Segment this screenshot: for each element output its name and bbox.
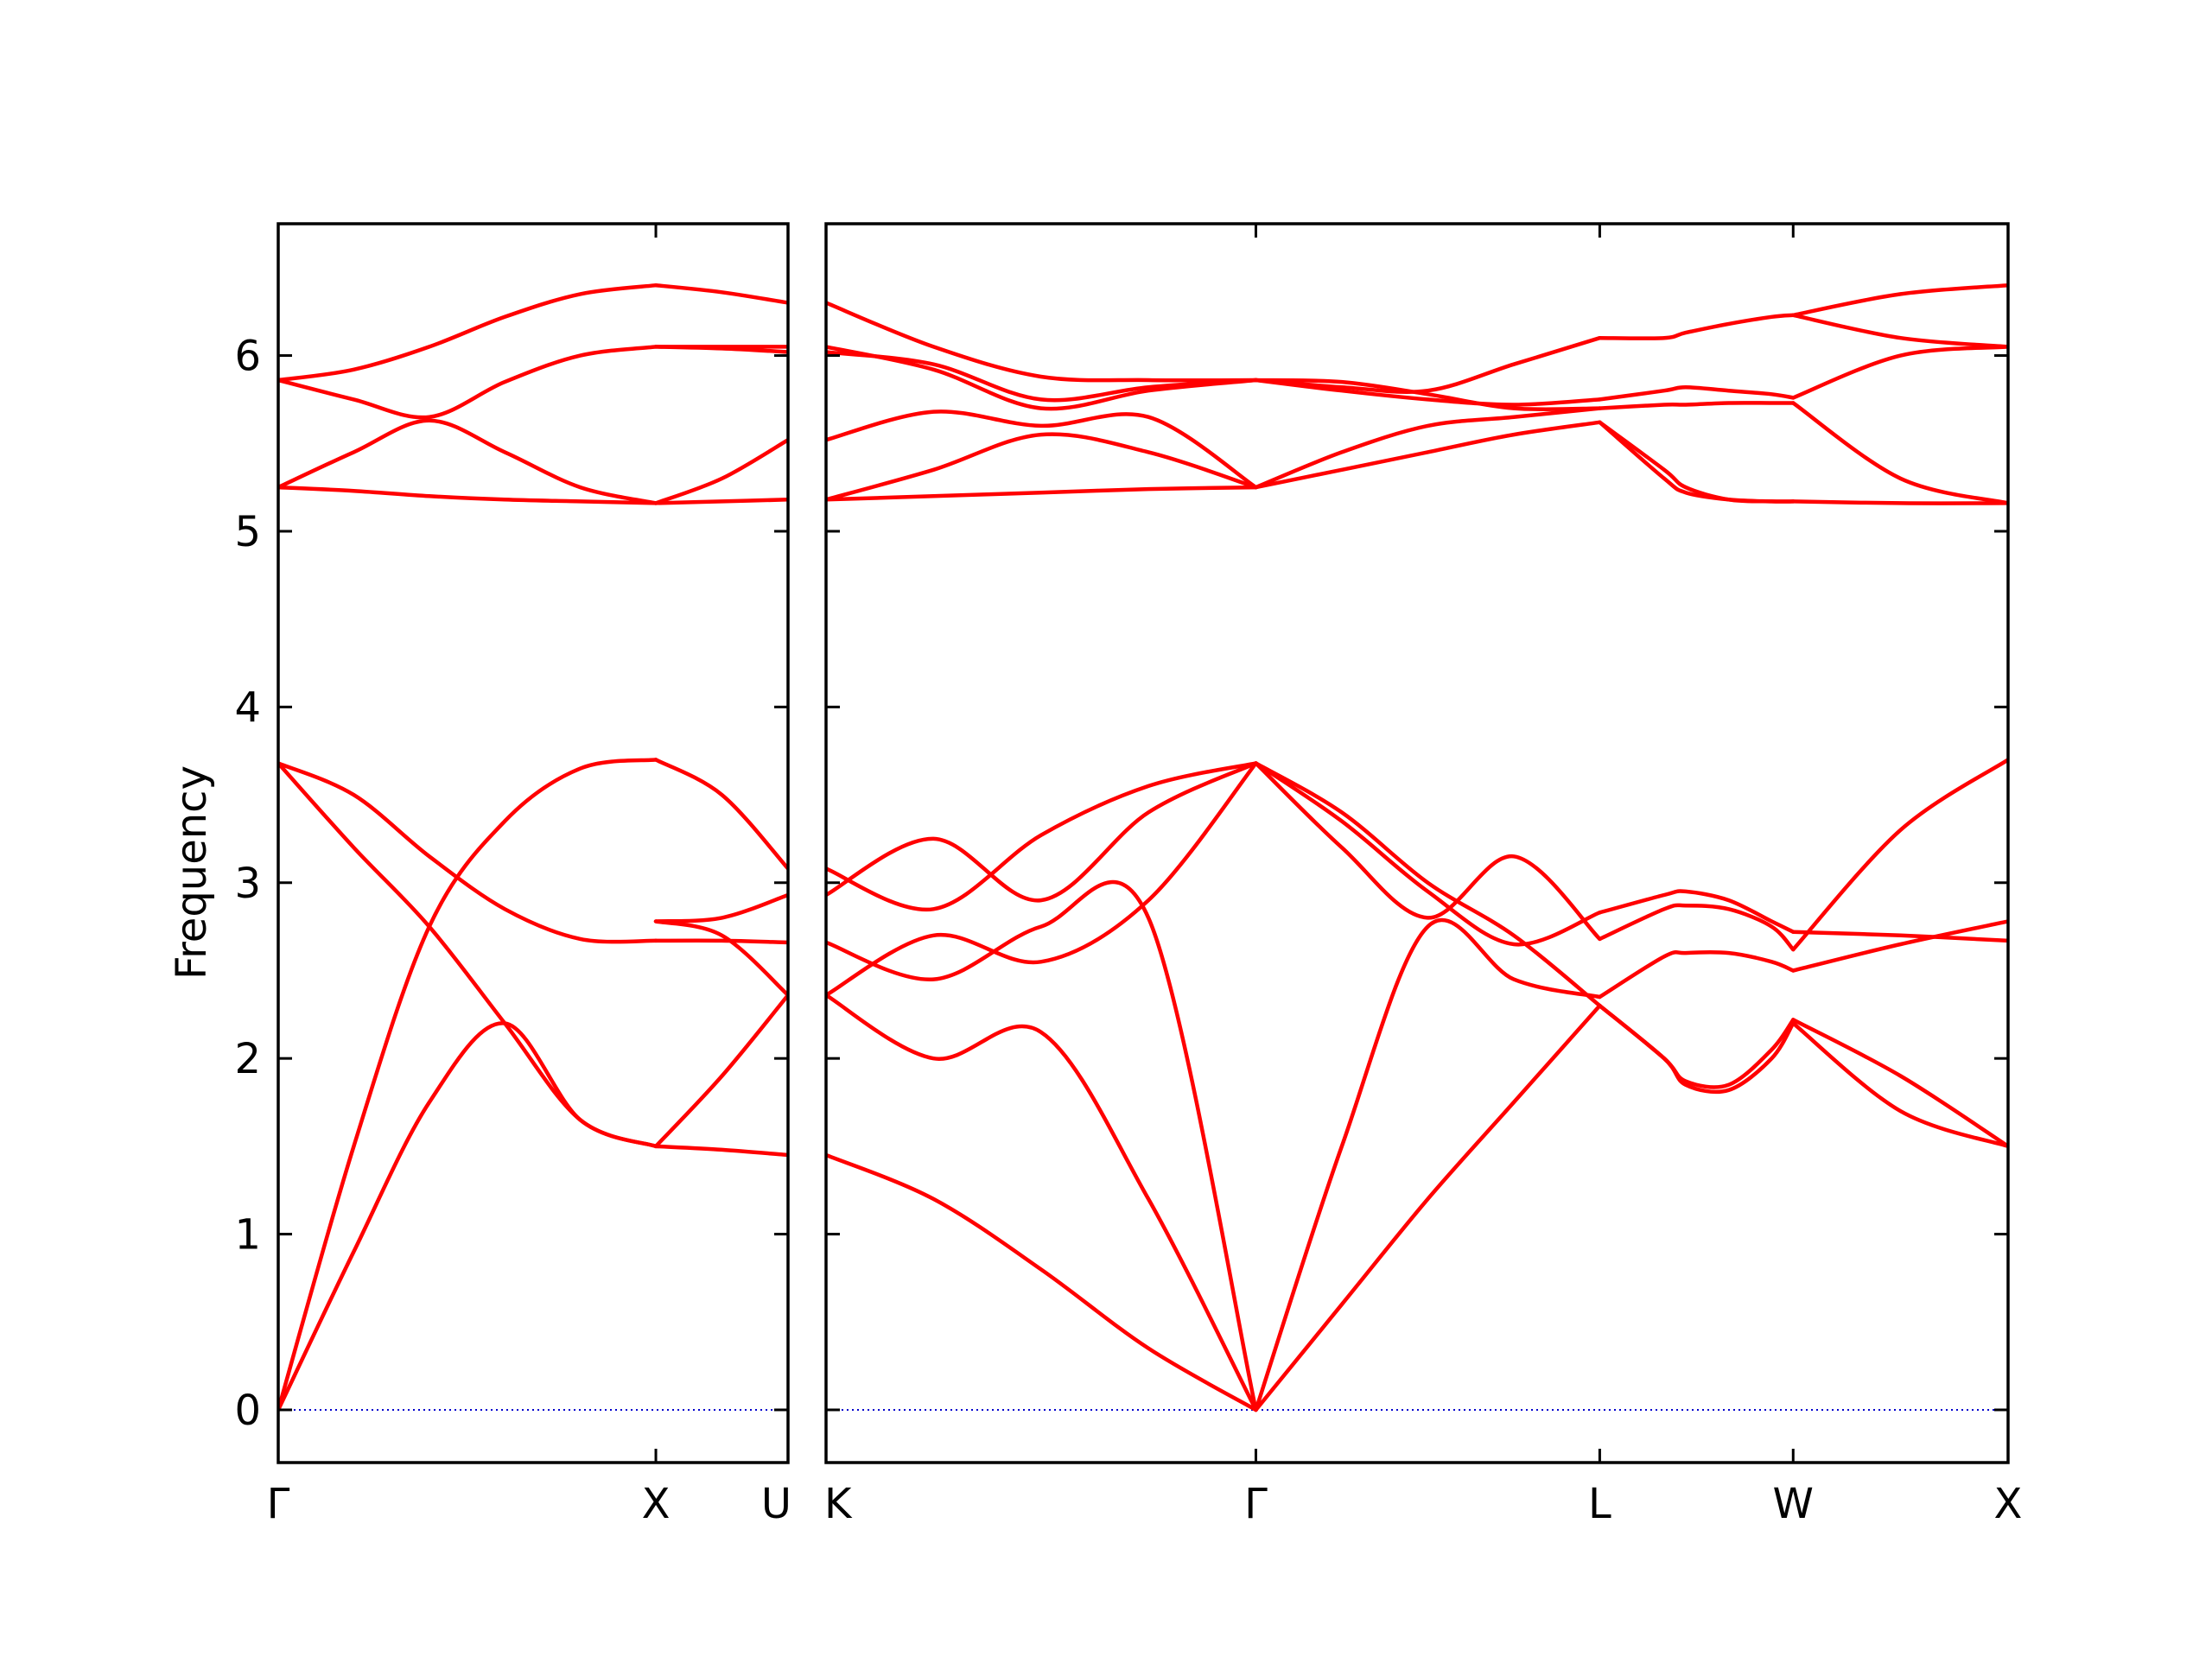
band-line-p0-s0-b7 — [278, 282, 658, 383]
band-line-p1-s3-b0 — [1791, 1021, 2008, 1149]
x-tick-label: U — [761, 1480, 791, 1528]
y-tick-label: 0 — [234, 1387, 261, 1435]
y-axis-label: Frequency — [168, 765, 216, 980]
x-tick-label: K — [824, 1480, 853, 1528]
band-line-p1-s1-b4 — [1254, 761, 1602, 947]
band-line-p1-s2-b9 — [1598, 313, 1796, 340]
y-tick-label: 5 — [234, 508, 261, 556]
band-line-p1-s0-b2 — [826, 879, 1258, 1412]
band-line-p1-s3-b1 — [1791, 1018, 2008, 1149]
y-tick-label: 3 — [234, 860, 261, 908]
y-tick-label: 1 — [234, 1211, 261, 1260]
band-line-p0-s0-b3 — [278, 761, 658, 944]
band-line-p1-s2-b3 — [1598, 903, 1796, 952]
band-line-p0-s1-b6 — [653, 498, 788, 505]
band-line-p1-s0-b8 — [826, 409, 1258, 490]
x-tick-label: X — [1994, 1480, 2023, 1528]
band-line-p1-s0-b10 — [826, 345, 1258, 411]
band-line-p1-s1-b1 — [1254, 917, 1602, 1412]
y-tick-label: 2 — [234, 1035, 261, 1083]
band-line-p0-s1-b10 — [653, 282, 788, 305]
band-line-p1-s3-b3 — [1791, 758, 2008, 952]
band-line-p1-s0-b11 — [826, 301, 1258, 383]
band-line-p0-s1-b2 — [653, 938, 788, 945]
band-line-p0-s1-b7 — [653, 437, 788, 505]
band-line-p1-s0-b3 — [826, 761, 1258, 998]
band-line-p0-s0-b4 — [278, 485, 658, 505]
band-line-p1-s2-b7 — [1598, 401, 1796, 410]
band-line-p1-s1-b6 — [1254, 406, 1602, 490]
band-line-p1-s2-b2 — [1598, 949, 1796, 1000]
axes-frame — [276, 222, 790, 1464]
axes-frame — [824, 222, 2010, 1464]
band-line-p0-s0-b1 — [278, 758, 658, 1412]
band-line-p1-s3-b6 — [1791, 401, 2008, 505]
band-line-p1-s1-b7 — [1254, 378, 1602, 407]
y-tick-label: 4 — [234, 683, 261, 732]
band-line-p1-s3-b2 — [1791, 919, 2008, 973]
band-line-p1-s1-b8 — [1254, 378, 1602, 412]
band-line-p1-s0-b4 — [826, 761, 1258, 903]
band-line-p1-s2-b6 — [1598, 420, 1796, 504]
x-tick-label: X — [642, 1480, 671, 1528]
x-tick-label: Γ — [1244, 1480, 1268, 1528]
y-tick-label: 6 — [234, 333, 261, 381]
band-line-p0-s0-b0 — [278, 1021, 658, 1412]
band-line-p1-s1-b3 — [1254, 761, 1602, 1008]
band-line-p1-s1-b2 — [1254, 761, 1602, 942]
band-lines — [278, 282, 788, 1412]
x-tick-label: L — [1588, 1480, 1611, 1528]
x-tick-label: Γ — [267, 1480, 290, 1528]
band-line-p1-s0-b9 — [826, 350, 1258, 403]
band-line-p1-s0-b5 — [826, 761, 1258, 912]
band-line-p1-s3-b5 — [1791, 499, 2008, 505]
band-line-p1-s3-b4 — [1791, 930, 2008, 943]
band-line-p0-s1-b5 — [653, 919, 788, 998]
band-line-p1-s2-b0 — [1598, 1003, 1796, 1095]
band-line-p1-s0-b6 — [826, 485, 1258, 502]
band-line-p1-s1-b5 — [1254, 420, 1602, 490]
band-line-p1-s1-b9 — [1254, 335, 1602, 394]
band-line-p0-s0-b6 — [278, 345, 658, 420]
band-line-p1-s0-b0 — [826, 1152, 1258, 1412]
band-line-p0-s1-b1 — [653, 993, 788, 1149]
band-line-p0-s1-b4 — [653, 758, 788, 871]
band-line-p1-s0-b1 — [826, 993, 1258, 1412]
band-line-p1-s3-b8 — [1791, 313, 2008, 349]
band-line-p0-s1-b0 — [653, 1144, 788, 1158]
x-tick-label: W — [1773, 1480, 1814, 1528]
band-line-p0-s0-b5 — [278, 418, 658, 505]
band-lines — [826, 282, 2008, 1412]
band-line-p1-s1-b0 — [1254, 1003, 1602, 1412]
band-line-p1-s2-b1 — [1598, 1003, 1796, 1089]
band-line-p0-s1-b3 — [653, 892, 788, 924]
left-panel: 0 1 2 3 4 5 6 Γ X U — [234, 222, 791, 1528]
band-line-p0-s1-b9 — [653, 345, 788, 354]
band-line-p1-s0-b7 — [826, 432, 1258, 502]
band-line-p1-s2-b4 — [1598, 889, 1796, 934]
band-line-p1-s2-b8 — [1598, 384, 1796, 402]
band-line-p0-s0-b2 — [278, 761, 658, 1149]
band-line-p1-s3-b9 — [1791, 282, 2008, 318]
band-line-p1-s3-b7 — [1791, 345, 2008, 400]
